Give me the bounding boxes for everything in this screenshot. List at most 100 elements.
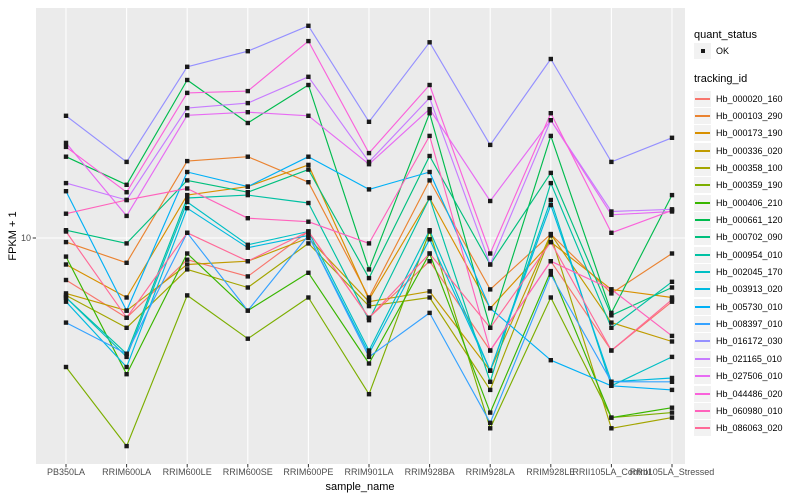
data-point — [488, 368, 493, 373]
legend-entry-label: Hb_000173_190 — [716, 128, 783, 139]
x-tick-label: RRIM600LE — [162, 467, 212, 477]
data-point — [427, 295, 432, 300]
data-point — [427, 259, 432, 264]
data-point — [63, 144, 69, 150]
data-point — [124, 443, 129, 449]
data-point — [124, 315, 129, 320]
data-point — [427, 106, 432, 112]
data-point — [609, 310, 614, 316]
data-point — [306, 229, 311, 234]
data-point — [366, 392, 372, 397]
legend-quant-title: quant_status — [694, 29, 757, 41]
data-point — [63, 140, 69, 146]
legend-key — [694, 160, 711, 177]
point-marker-icon — [700, 49, 705, 53]
data-point — [366, 159, 372, 165]
data-point — [548, 202, 553, 208]
legend-key — [694, 90, 711, 107]
legend-entry: Hb_000173_190 — [694, 125, 798, 142]
data-point — [669, 354, 675, 360]
data-point — [63, 229, 69, 234]
data-point — [185, 113, 190, 118]
data-point — [669, 285, 675, 290]
data-point — [245, 110, 250, 115]
data-point — [548, 358, 553, 363]
data-point — [548, 295, 553, 300]
data-point — [245, 274, 250, 279]
data-point — [548, 118, 553, 123]
data-point — [366, 361, 372, 366]
data-point — [366, 348, 372, 353]
data-point — [366, 275, 372, 281]
data-point — [548, 259, 553, 264]
legend-key — [694, 298, 711, 315]
legend-entry: Hb_000103_290 — [694, 107, 798, 125]
data-point — [427, 310, 432, 316]
data-point — [366, 241, 372, 246]
data-point — [548, 133, 553, 139]
data-point — [548, 170, 553, 176]
data-point — [185, 158, 190, 164]
data-point — [366, 119, 372, 124]
data-point — [185, 195, 190, 201]
legend-key — [694, 264, 711, 281]
data-point — [609, 159, 614, 165]
legend-entry-label: Hb_000954_010 — [716, 249, 783, 260]
data-point — [185, 293, 190, 298]
legend-entry-label: Hb_000020_160 — [716, 93, 783, 104]
legend-entry-label: Hb_000702_090 — [716, 232, 783, 243]
data-point — [185, 192, 190, 198]
data-point — [63, 254, 69, 259]
data-point — [548, 197, 553, 203]
data-point — [609, 291, 614, 296]
legend-line-icon — [695, 97, 710, 100]
data-point — [609, 383, 614, 388]
data-point — [63, 262, 69, 267]
data-point — [488, 410, 493, 415]
data-point — [124, 182, 129, 187]
legend-entry: Hb_000661_120 — [694, 211, 798, 229]
data-point — [245, 49, 250, 54]
x-tick-label: RRIM901LA — [344, 467, 394, 477]
data-point — [488, 251, 493, 256]
data-point — [609, 313, 614, 318]
legend-key — [694, 385, 711, 402]
legend-tracking-title: tracking_id — [694, 73, 748, 85]
data-point — [185, 90, 190, 96]
data-point — [245, 88, 250, 94]
legend-key — [694, 246, 711, 263]
data-point — [669, 135, 675, 140]
data-point — [185, 267, 190, 272]
data-point — [63, 299, 69, 304]
data-point — [609, 426, 614, 431]
data-point — [306, 200, 311, 206]
quant-ok-key — [694, 43, 711, 59]
data-point — [609, 230, 614, 235]
data-point — [185, 77, 190, 83]
legend-entry: Hb_000358_100 — [694, 159, 798, 177]
data-point — [366, 351, 372, 356]
data-point — [124, 190, 129, 195]
legend-entry-label: Hb_000661_120 — [716, 215, 783, 226]
data-point — [245, 100, 250, 106]
data-point — [669, 333, 675, 339]
data-point — [609, 348, 614, 353]
legend-entry: Hb_000336_020 — [694, 142, 798, 159]
data-point — [609, 209, 614, 214]
legend-entry-label: Hb_060980_010 — [716, 405, 783, 416]
data-point — [488, 287, 493, 292]
data-point — [669, 410, 675, 415]
data-point — [124, 325, 129, 330]
data-point — [488, 325, 493, 330]
data-point — [245, 336, 250, 341]
legend-key — [694, 177, 711, 194]
data-point — [306, 82, 311, 88]
legend: quant_status OK tracking_id Hb_000020_16… — [694, 29, 798, 437]
data-point — [63, 364, 69, 370]
data-point — [63, 239, 69, 245]
data-point — [306, 23, 311, 28]
legend-entry: Hb_021165_010 — [694, 350, 798, 367]
x-tick-label: RRIM600SE — [222, 467, 273, 477]
legend-key — [694, 316, 711, 333]
